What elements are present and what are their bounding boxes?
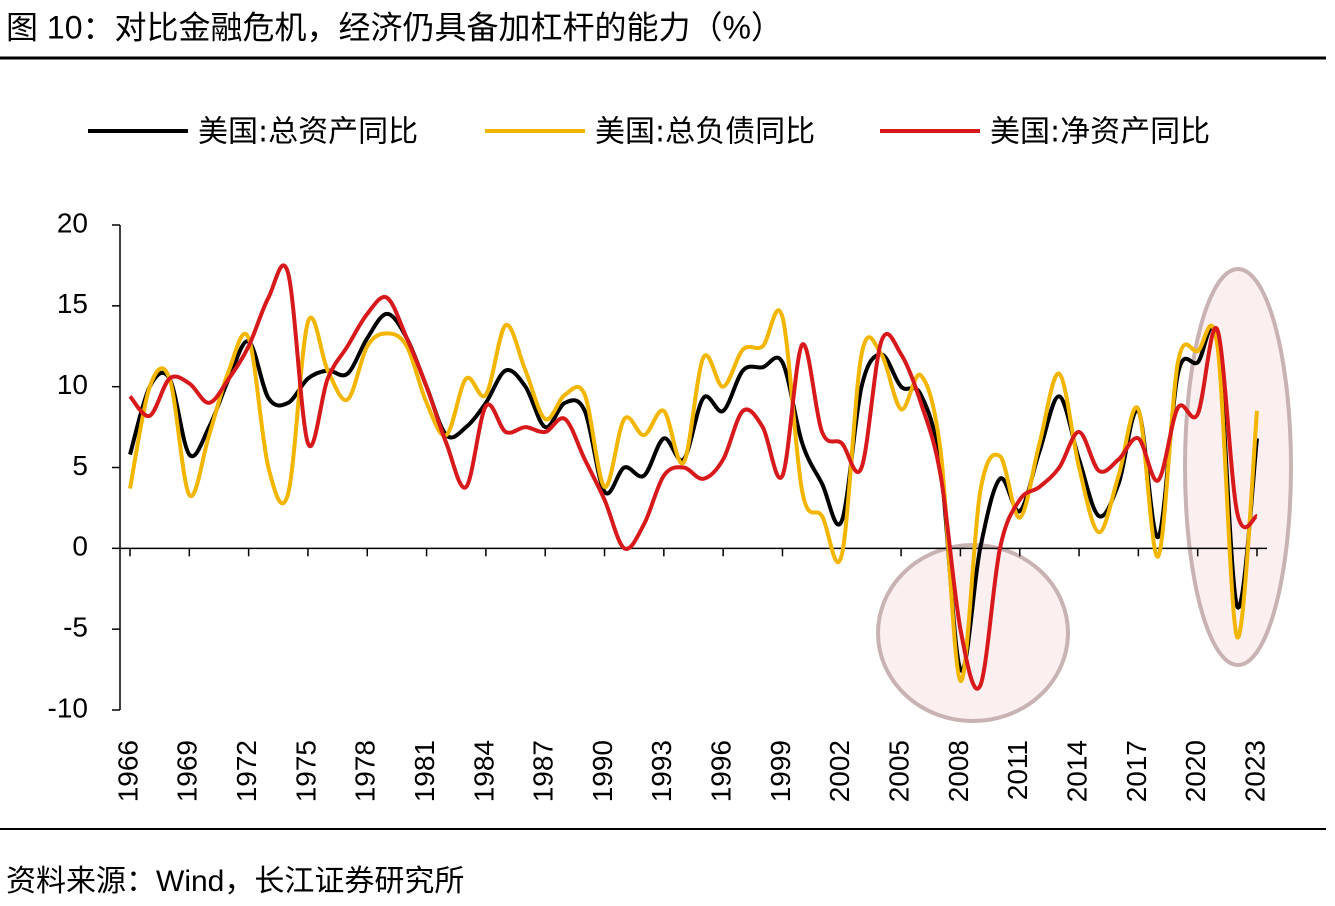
x-tick-label: 1972 [231, 740, 262, 802]
y-tick-label: 5 [72, 450, 88, 481]
series-line [128, 263, 1259, 691]
x-tick-label: 1969 [172, 740, 203, 802]
legend-label: 美国:总资产同比 [198, 115, 418, 150]
y-tick-label: 10 [57, 369, 88, 400]
x-tick-label: 1993 [646, 740, 677, 802]
x-tick-label: 2005 [883, 740, 914, 802]
y-tick-label: -10 [48, 692, 88, 723]
y-tick-label: 15 [57, 288, 88, 319]
x-tick-label: 2002 [824, 740, 855, 802]
x-tick-label: 1975 [290, 740, 321, 802]
series-line [128, 308, 1259, 683]
x-tick-label: 1999 [765, 740, 796, 802]
y-tick-label: 0 [72, 531, 88, 562]
x-tick-label: 2011 [1002, 740, 1033, 800]
source-note: 资料来源：Wind，长江证券研究所 [6, 865, 464, 898]
legend-label: 美国:净资产同比 [990, 115, 1210, 150]
chart-title: 图 10：对比金融危机，经济仍具备加杠杆的能力（%） [6, 9, 783, 45]
x-tick-label: 2023 [1239, 740, 1270, 802]
highlight-ellipse [1183, 267, 1293, 667]
x-tick-label: 2020 [1180, 740, 1211, 802]
y-tick-label: -5 [63, 612, 88, 643]
x-tick-label: 2017 [1121, 740, 1152, 802]
legend-label: 美国:总负债同比 [595, 115, 815, 150]
y-tick-label: 20 [57, 207, 88, 238]
x-tick-label: 1966 [112, 740, 143, 802]
x-tick-label: 1996 [706, 740, 737, 802]
x-tick-label: 1990 [587, 740, 618, 802]
x-tick-label: 1984 [468, 740, 499, 802]
x-tick-label: 2014 [1061, 740, 1092, 802]
x-tick-label: 1981 [409, 740, 440, 802]
x-tick-label: 1978 [350, 740, 381, 802]
x-tick-label: 1987 [528, 740, 559, 802]
x-tick-label: 2008 [943, 740, 974, 802]
